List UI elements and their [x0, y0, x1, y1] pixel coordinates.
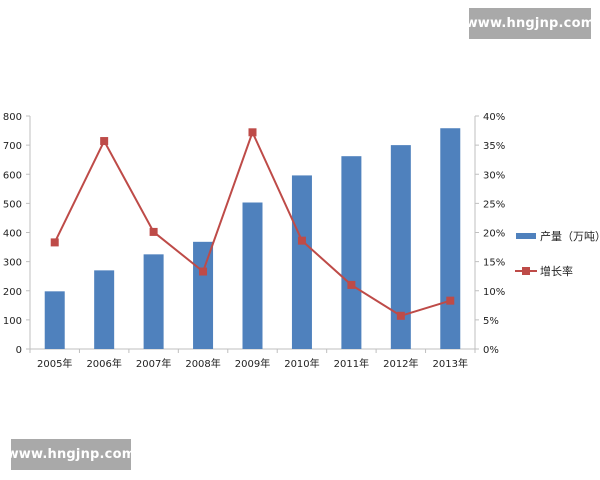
legend-bar-swatch: [516, 233, 536, 239]
line-marker: [396, 311, 405, 320]
bar: [291, 175, 312, 349]
bar: [440, 128, 461, 349]
bar: [390, 145, 411, 349]
line-series: [50, 128, 455, 320]
right-tick-label: 15%: [483, 258, 505, 269]
right-tick-label: 25%: [483, 199, 505, 210]
right-tick-label: 30%: [483, 170, 505, 181]
left-axis-ticks: 0 100 200 300 400 500 600 700 800: [3, 112, 22, 356]
x-tick-label: 2013年: [433, 357, 468, 370]
bar-series: [44, 128, 461, 349]
line-marker: [100, 137, 109, 146]
x-tick-label: 2008年: [185, 357, 220, 370]
line-marker: [50, 238, 59, 247]
left-tick-label: 200: [3, 287, 22, 298]
x-tick-label: 2007年: [136, 357, 171, 370]
line-marker: [446, 296, 455, 305]
x-axis-ticks: 2005年 2006年 2007年 2008年 2009年 2010年 2011年 2012年…: [37, 357, 468, 370]
left-tick-label: 0: [16, 345, 22, 356]
line-marker: [199, 267, 208, 276]
line-marker: [347, 280, 356, 289]
right-tick-label: 35%: [483, 141, 505, 152]
legend: 产量（万吨） 增长率: [515, 229, 600, 278]
right-axis-ticks: 0% 5% 10% 15% 20% 25% 30% 35% 40%: [483, 112, 505, 356]
x-tick-label: 2006年: [86, 357, 121, 370]
x-tick-label: 2009年: [235, 357, 270, 370]
bar: [44, 291, 65, 349]
right-tick-label: 10%: [483, 287, 505, 298]
bar: [242, 202, 263, 349]
line-marker: [248, 128, 257, 137]
legend-line-label: 增长率: [540, 264, 573, 278]
x-tick-label: 2005年: [37, 357, 72, 370]
right-tick-label: 40%: [483, 112, 505, 123]
bar: [341, 156, 362, 349]
left-tick-label: 300: [3, 258, 22, 269]
bar: [143, 254, 164, 349]
legend-bar-label: 产量（万吨）: [540, 229, 600, 243]
x-tick-label: 2012年: [383, 357, 418, 370]
left-tick-label: 100: [3, 316, 22, 327]
right-tick-label: 5%: [483, 316, 499, 327]
right-tick-label: 0%: [483, 345, 499, 356]
left-tick-label: 800: [3, 112, 22, 123]
left-tick-label: 500: [3, 199, 22, 210]
line-marker: [149, 227, 158, 236]
right-tick-label: 20%: [483, 229, 505, 240]
watermark-top: www.hngjnp.com: [466, 8, 594, 39]
legend-line-marker: [522, 267, 530, 275]
bar: [94, 270, 115, 349]
left-tick-label: 700: [3, 141, 22, 152]
x-tick-label: 2011年: [334, 357, 369, 370]
bar: [193, 241, 214, 349]
x-tick-label: 2010年: [284, 357, 319, 370]
line-marker: [297, 236, 306, 245]
left-tick-label: 400: [3, 229, 22, 240]
left-tick-label: 600: [3, 170, 22, 181]
watermark-bottom: www.hngjnp.com: [7, 439, 135, 470]
